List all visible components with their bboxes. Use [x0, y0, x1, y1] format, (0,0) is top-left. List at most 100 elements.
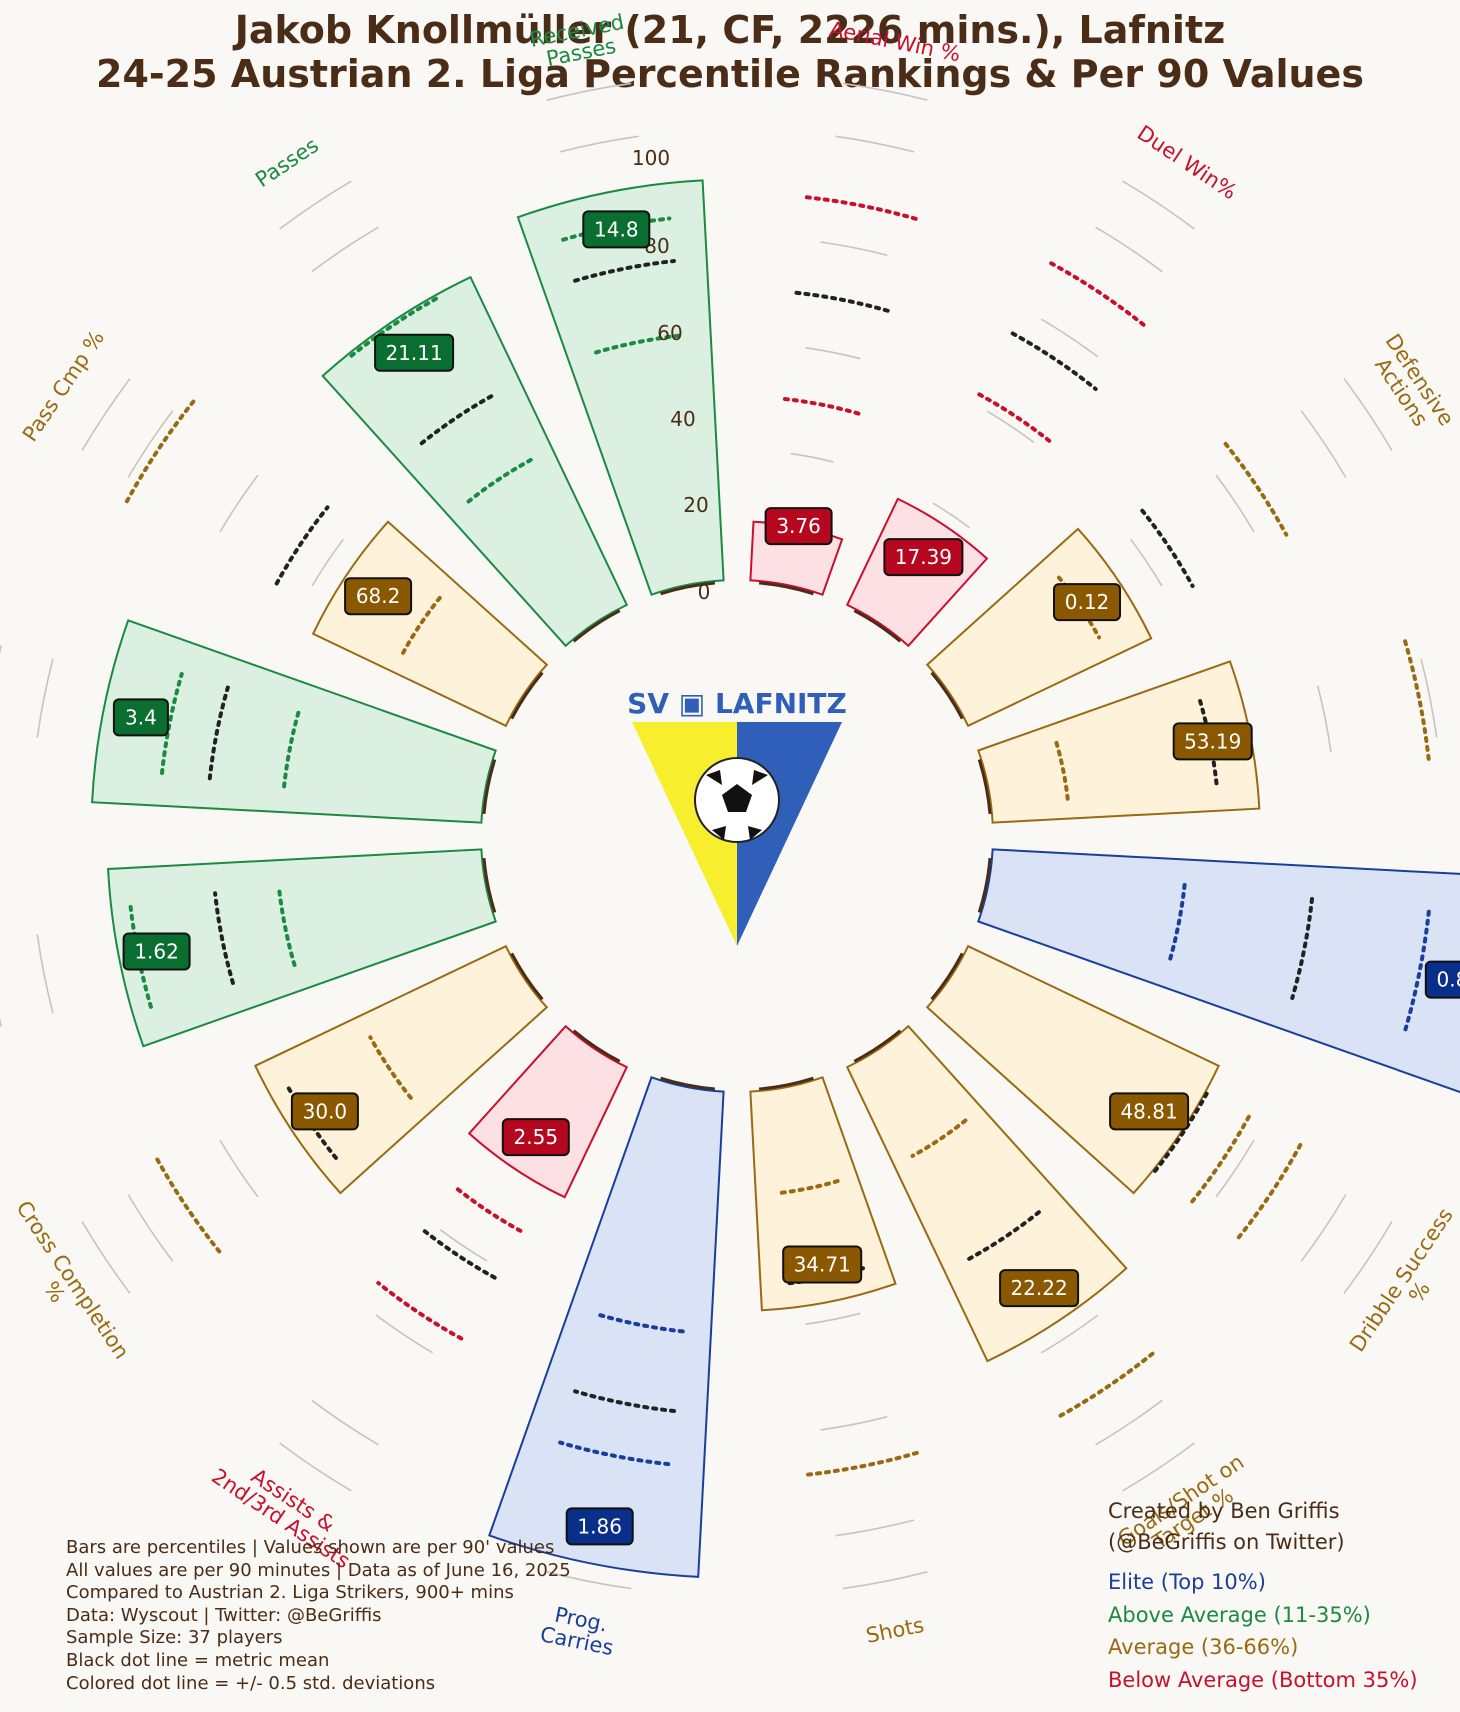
radial-tick-label: 0 — [698, 580, 711, 604]
std-high-dot-line — [804, 1450, 919, 1477]
grid-arc — [1122, 1442, 1195, 1492]
value-box — [374, 333, 455, 372]
grid-arc — [546, 1571, 632, 1590]
inner-arc — [510, 671, 544, 720]
std-high-dot-line — [1049, 261, 1148, 329]
value-label: 3.4 — [125, 705, 157, 729]
category-label-shots: Shots — [864, 1613, 926, 1648]
std-low-dot-line — [282, 706, 302, 789]
grid-arc — [842, 1571, 928, 1590]
value-label: 0.81 — [1437, 968, 1460, 992]
club-logo: SV ▣ LAFNITZ — [627, 687, 847, 946]
mean-dot-line — [794, 290, 892, 314]
inner-arc — [510, 952, 544, 1001]
value-box — [290, 1092, 359, 1131]
footnotes: Bars are percentiles | Values shown are … — [66, 1537, 571, 1695]
value-box — [112, 698, 169, 737]
value-box — [582, 210, 651, 249]
grid-arc — [311, 1399, 379, 1446]
std-high-dot-line — [349, 294, 443, 358]
inner-arc — [930, 952, 964, 1001]
value-box — [501, 1118, 570, 1157]
grid-arc — [805, 1312, 861, 1325]
inner-arc — [853, 1029, 902, 1063]
value-label: 14.8 — [594, 217, 639, 241]
radial-tick-label: 40 — [670, 407, 695, 431]
category-label-dribble-success: Dribble Success% — [1345, 1204, 1460, 1369]
legend-item: Above Average (11-35%) — [1108, 1602, 1371, 1627]
std-high-dot-line — [804, 195, 919, 222]
value-box — [565, 1507, 634, 1546]
value-label: 21.11 — [385, 341, 442, 365]
credit-line: (@BeGriffis on Twitter) — [1108, 1530, 1345, 1554]
value-box — [1424, 960, 1460, 999]
bars-group — [91, 179, 1460, 1578]
std-low-dot-line — [782, 397, 862, 416]
inner-arc — [572, 1029, 621, 1063]
category-label-cross-completion: Cross Completion% — [0, 1196, 134, 1375]
grid-arc — [1040, 318, 1099, 358]
bar-defensive-actions — [925, 527, 1153, 728]
std-low-dot-line — [368, 1035, 413, 1100]
grid-arc — [219, 1139, 259, 1198]
value-box — [122, 932, 191, 971]
grid-arc — [36, 658, 54, 738]
std-low-dot-line — [1190, 1114, 1251, 1204]
footnote-line: Sample Size: 37 players — [66, 1627, 283, 1649]
grid-arc — [1122, 180, 1195, 230]
value-box — [1053, 583, 1121, 622]
value-box — [344, 577, 413, 616]
footnote-line: Data: Wyscout | Twitter: @BeGriffis — [66, 1604, 382, 1626]
legend-item: Average (36-66%) — [1108, 1635, 1299, 1659]
inner-arc — [930, 671, 964, 720]
logo-text: SV ▣ LAFNITZ — [627, 687, 847, 720]
value-box — [764, 507, 833, 546]
bar-pass-cmp — [311, 520, 549, 728]
footnote-line: Compared to Austrian 2. Liga Strikers, 9… — [66, 1582, 514, 1604]
bar-touches-in-pen-box — [977, 660, 1261, 824]
grid-arc — [790, 452, 834, 463]
inner-arc — [660, 581, 716, 596]
inner-arc — [572, 609, 621, 643]
value-label: 48.81 — [1120, 1099, 1177, 1123]
std-high-dot-line — [1236, 1143, 1303, 1241]
footnote-line: Black dot line = metric mean — [66, 1649, 330, 1671]
bar-prog-carries — [488, 1076, 725, 1578]
value-label: 1.86 — [577, 1514, 622, 1538]
grid-arc — [311, 226, 379, 273]
grid-arc — [546, 82, 632, 101]
grid-arc — [1095, 226, 1163, 273]
grid-arc — [559, 135, 639, 153]
inner-arc — [977, 759, 992, 815]
mean-dot-line — [213, 891, 235, 985]
value-label: 17.39 — [895, 545, 952, 569]
mean-dot-line — [207, 685, 230, 781]
value-box — [1172, 722, 1253, 761]
grid-arc — [127, 410, 174, 478]
footnote-line: Colored dot line = +/- 0.5 std. deviatio… — [66, 1672, 436, 1694]
legend: Elite (Top 10%) Above Average (11-35%) Ave… — [1108, 1566, 1418, 1696]
bar-long-pass — [91, 619, 497, 824]
grid-arc — [1316, 685, 1332, 753]
legend-item: Elite (Top 10%) — [1108, 1570, 1266, 1594]
category-label-passes: Passes — [251, 133, 323, 192]
inner-arc — [482, 759, 497, 815]
bar-cross-completion — [253, 944, 549, 1195]
grid-arc — [81, 1221, 131, 1294]
grid-arc — [375, 1314, 434, 1354]
std-low-dot-line — [401, 595, 442, 655]
mean-dot-line — [274, 505, 330, 586]
chart-title: Jakob Knollmüller (21, CF, 2226 mins.), … — [0, 8, 1460, 96]
grid-arc — [820, 241, 888, 257]
value-label: 0.12 — [1065, 590, 1110, 614]
grid-arc — [1215, 1139, 1255, 1198]
radial-tick-label: 100 — [632, 146, 670, 170]
std-low-dot-line — [466, 458, 533, 504]
grid-arc — [820, 1415, 888, 1431]
grid-arc — [1343, 378, 1393, 451]
value-label: 2.55 — [514, 1125, 559, 1149]
grid-arc — [842, 82, 928, 101]
std-low-dot-line — [276, 884, 297, 967]
mean-dot-line — [1140, 508, 1195, 588]
